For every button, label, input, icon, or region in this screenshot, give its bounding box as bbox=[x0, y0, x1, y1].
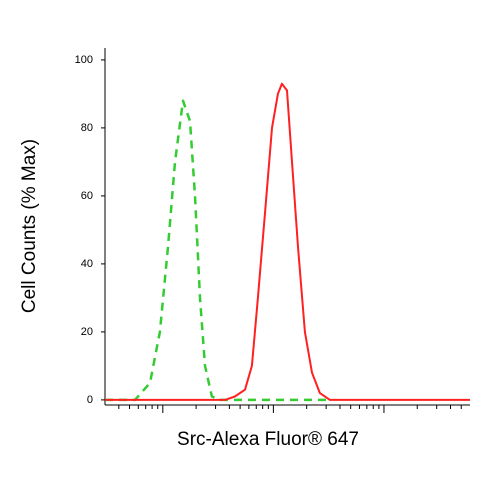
y-axis-title: Cell Counts (% Max) bbox=[19, 139, 40, 313]
y-tick-label: 80 bbox=[81, 122, 93, 134]
x-axis-title: Src-Alexa Fluor® 647 bbox=[177, 429, 359, 450]
y-tick-label: 60 bbox=[81, 190, 93, 202]
y-tick-label: 100 bbox=[75, 54, 93, 66]
histogram-line bbox=[105, 99, 330, 402]
y-tick-label: 20 bbox=[81, 326, 93, 338]
y-tick-label: 40 bbox=[81, 258, 93, 270]
histogram-line bbox=[105, 82, 470, 401]
y-tick-label: 0 bbox=[87, 394, 93, 406]
